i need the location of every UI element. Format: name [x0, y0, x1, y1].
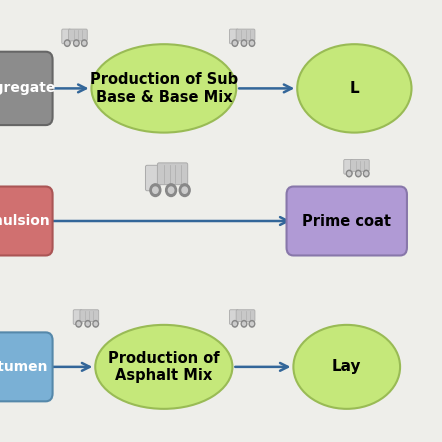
FancyBboxPatch shape [80, 310, 99, 322]
FancyBboxPatch shape [236, 310, 255, 322]
Circle shape [85, 320, 91, 327]
Text: Prime coat: Prime coat [302, 213, 391, 229]
Circle shape [150, 184, 161, 197]
FancyBboxPatch shape [69, 29, 87, 41]
FancyBboxPatch shape [236, 29, 255, 41]
Circle shape [233, 322, 236, 325]
Circle shape [357, 172, 360, 175]
Circle shape [94, 322, 97, 325]
Circle shape [355, 170, 361, 177]
Circle shape [86, 322, 89, 325]
Circle shape [251, 322, 253, 325]
Ellipse shape [297, 44, 412, 133]
Circle shape [348, 172, 351, 175]
FancyBboxPatch shape [157, 163, 188, 185]
Circle shape [179, 184, 190, 197]
FancyBboxPatch shape [62, 29, 71, 44]
Text: Emulsion: Emulsion [0, 214, 51, 228]
FancyBboxPatch shape [344, 160, 353, 174]
Circle shape [75, 42, 78, 45]
Circle shape [249, 320, 255, 327]
FancyBboxPatch shape [351, 160, 369, 171]
Circle shape [243, 42, 245, 45]
Circle shape [65, 40, 70, 46]
Circle shape [241, 320, 247, 327]
Circle shape [73, 40, 79, 46]
Ellipse shape [95, 325, 232, 409]
Circle shape [81, 40, 87, 46]
FancyBboxPatch shape [73, 310, 82, 324]
FancyBboxPatch shape [286, 187, 407, 255]
Circle shape [182, 187, 187, 193]
FancyBboxPatch shape [145, 165, 160, 191]
Circle shape [76, 320, 81, 327]
Circle shape [365, 172, 368, 175]
Circle shape [233, 42, 236, 45]
FancyBboxPatch shape [229, 29, 238, 44]
Circle shape [168, 187, 174, 193]
Circle shape [249, 40, 255, 46]
Circle shape [66, 42, 69, 45]
Circle shape [83, 42, 86, 45]
Ellipse shape [293, 325, 400, 409]
Circle shape [232, 40, 238, 46]
Circle shape [363, 170, 369, 177]
Ellipse shape [91, 44, 236, 133]
FancyBboxPatch shape [0, 52, 53, 125]
Circle shape [77, 322, 80, 325]
Text: Production of Sub
Base & Base Mix: Production of Sub Base & Base Mix [90, 72, 238, 105]
Circle shape [166, 184, 176, 197]
FancyBboxPatch shape [229, 310, 238, 324]
Circle shape [241, 40, 247, 46]
Text: Lay: Lay [332, 359, 362, 374]
Circle shape [152, 187, 158, 193]
Circle shape [232, 320, 238, 327]
Text: Production of
Asphalt Mix: Production of Asphalt Mix [108, 351, 220, 383]
Text: Aggregate: Aggregate [0, 81, 57, 95]
Text: Bitumen: Bitumen [0, 360, 48, 374]
FancyBboxPatch shape [0, 332, 53, 401]
FancyBboxPatch shape [0, 187, 53, 255]
Text: L: L [350, 81, 359, 96]
Circle shape [243, 322, 245, 325]
Circle shape [251, 42, 253, 45]
Circle shape [347, 170, 352, 177]
Circle shape [93, 320, 99, 327]
